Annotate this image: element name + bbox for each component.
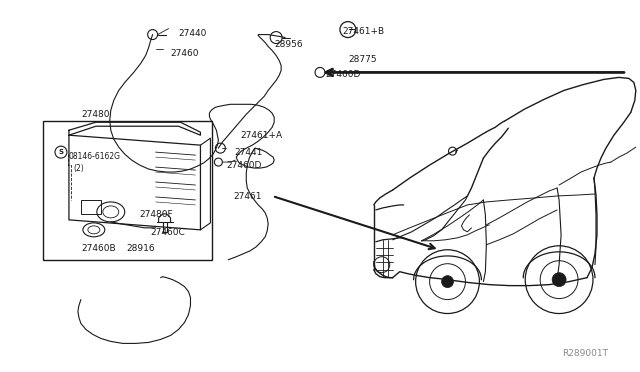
Text: 27460D: 27460D [227,161,262,170]
Bar [81,200,101,214]
Text: 27480: 27480 [81,110,109,119]
Text: 27480F: 27480F [140,210,173,219]
Text: 27460D: 27460D [325,70,360,80]
Text: 28775: 28775 [348,55,376,64]
Text: 27460C: 27460C [150,228,186,237]
Text: 28916: 28916 [127,244,156,253]
Text: 27461: 27461 [234,192,262,201]
Text: 27460: 27460 [171,48,199,58]
Text: R289001T: R289001T [562,349,608,358]
Text: (2): (2) [73,164,84,173]
Text: 27440: 27440 [179,29,207,38]
Text: 27461+B: 27461+B [342,26,384,36]
Text: S: S [58,149,63,155]
Text: 27460B: 27460B [81,244,116,253]
Circle shape [552,273,566,286]
Text: 27441: 27441 [234,148,262,157]
Text: 08146-6162G: 08146-6162G [69,152,121,161]
Text: 27461+A: 27461+A [240,131,282,140]
Text: 28956: 28956 [274,39,303,49]
Circle shape [442,276,454,288]
Bar [43,121,212,260]
